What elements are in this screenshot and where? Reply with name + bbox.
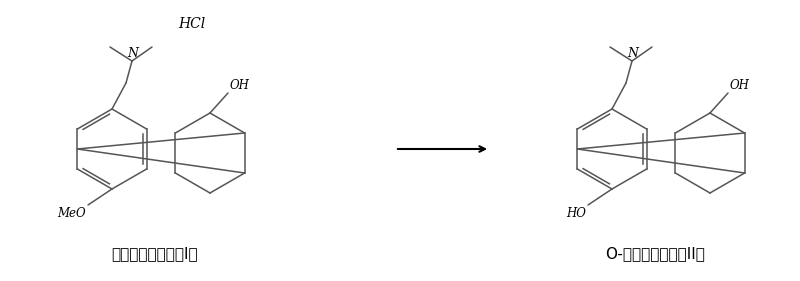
Text: O-去甲文拉法羊（II）: O-去甲文拉法羊（II） <box>605 246 705 261</box>
Text: N: N <box>627 47 638 60</box>
Text: N: N <box>127 47 138 60</box>
Text: HO: HO <box>566 207 586 220</box>
Text: OH: OH <box>730 79 750 92</box>
Text: 文拉法羊盐酸盐（I）: 文拉法羊盐酸盐（I） <box>112 246 198 261</box>
Text: OH: OH <box>230 79 250 92</box>
Text: MeO: MeO <box>58 207 86 220</box>
Text: HCl: HCl <box>178 17 206 31</box>
